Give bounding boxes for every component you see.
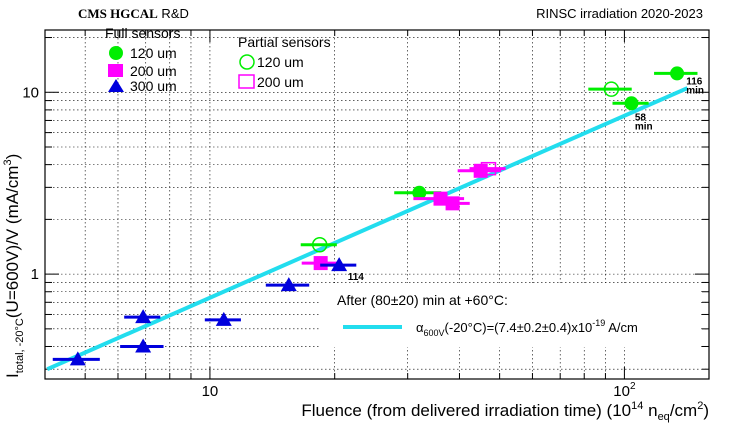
y-tick-label: 1 bbox=[31, 266, 39, 283]
data-points bbox=[52, 66, 698, 366]
legend-label-120-full: 120 um bbox=[130, 45, 177, 61]
fit-line-group bbox=[46, 86, 689, 372]
data-point-circle bbox=[624, 96, 639, 111]
time-annotation: 58 min bbox=[635, 112, 653, 132]
legend-marker-200-partial bbox=[238, 74, 255, 89]
annealing-note: After (80±20) min at +60°C: bbox=[337, 292, 508, 308]
legend-marker-120-full bbox=[109, 46, 123, 60]
time-annotation: 116 min bbox=[686, 77, 704, 97]
fit-line bbox=[46, 86, 689, 372]
header-left: CMS HGCAL R&D bbox=[78, 6, 189, 21]
x-axis-title: Fluence (from delivered irradiation time… bbox=[301, 400, 709, 423]
y-axis-title: Itotal, -20°C(U=600V)/V (mA/cm3) bbox=[2, 154, 26, 378]
data-point-circle bbox=[412, 185, 427, 200]
legend-partial-title: Partial sensors bbox=[238, 34, 331, 50]
legend-marker-300-full bbox=[108, 79, 124, 92]
legend-full-title: Full sensors bbox=[105, 25, 180, 41]
x-tick-label: 10 bbox=[202, 383, 219, 400]
legend-label-200-full: 200 um bbox=[130, 63, 177, 79]
fit-legend-background bbox=[320, 283, 700, 347]
data-point-open-circle bbox=[603, 81, 620, 97]
data-point-open-square bbox=[480, 161, 497, 176]
y-tick-label: 10 bbox=[22, 84, 39, 101]
legend-label-200-partial: 200 um bbox=[257, 74, 304, 90]
legend-marker-200-full bbox=[108, 64, 123, 77]
data-point-triangle bbox=[135, 309, 152, 324]
data-point-square bbox=[313, 256, 328, 271]
data-point-square bbox=[445, 196, 460, 211]
data-point-square bbox=[473, 163, 488, 178]
data-point-triangle bbox=[135, 338, 152, 353]
data-point-triangle bbox=[280, 277, 297, 292]
axis-ticks bbox=[44, 30, 709, 379]
legend-full-sensors: Full sensors 120 um 200 um 300 um bbox=[105, 25, 180, 94]
header-right: RINSC irradiation 2020-2023 bbox=[536, 6, 703, 21]
legend-label-120-partial: 120 um bbox=[257, 54, 304, 70]
data-point-triangle bbox=[69, 351, 86, 366]
x-tick-label: 102 bbox=[613, 381, 636, 400]
legend-partial-sensors: Partial sensors 120 um 200 um bbox=[238, 34, 331, 90]
data-point-triangle bbox=[215, 311, 232, 326]
data-point-triangle bbox=[331, 257, 348, 272]
legend-marker-120-partial bbox=[239, 54, 255, 70]
fit-legend-label: α600V(-20°C)=(7.4±0.2±0.4)x10-19 A/cm bbox=[416, 318, 638, 338]
data-point-open-circle bbox=[311, 237, 328, 253]
legend-label-300-full: 300 um bbox=[130, 78, 177, 94]
data-point-circle bbox=[670, 66, 685, 81]
